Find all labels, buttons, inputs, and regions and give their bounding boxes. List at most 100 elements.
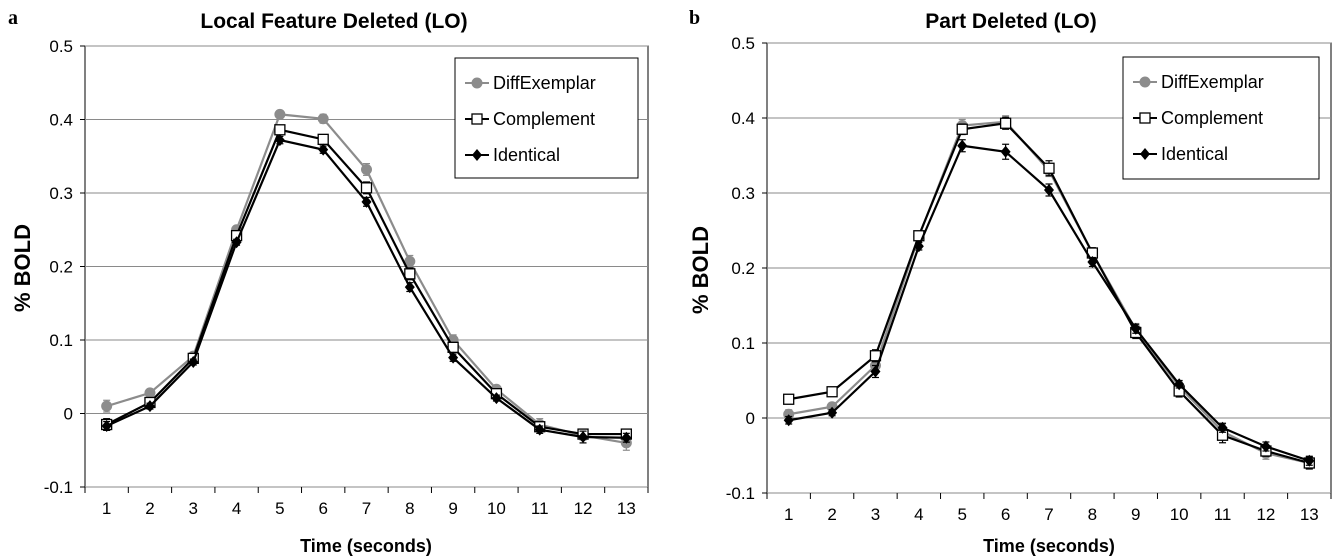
panel-a: a Local Feature Deleted (LO) % BOLD Time… (8, 7, 649, 556)
data-point (144, 387, 156, 399)
data-point (783, 414, 794, 427)
data-point (404, 281, 415, 294)
legend-label: Complement (1161, 108, 1263, 128)
data-point (274, 124, 286, 136)
x-tick-label: 4 (914, 505, 923, 524)
x-tick-label: 12 (574, 499, 593, 518)
data-point (957, 139, 968, 152)
data-point (827, 406, 838, 419)
y-tick-label: 0.1 (731, 334, 755, 353)
legend-marker (1139, 112, 1151, 124)
x-tick-label: 3 (871, 505, 880, 524)
data-point (1000, 145, 1011, 158)
data-point (826, 386, 838, 398)
data-point (578, 431, 589, 444)
x-tick-label: 8 (1088, 505, 1097, 524)
x-tick-label: 7 (362, 499, 371, 518)
legend-label: Identical (1161, 144, 1228, 164)
y-axis-label: % BOLD (688, 226, 713, 314)
data-point (913, 240, 924, 253)
legend-marker (471, 113, 483, 125)
data-point (274, 134, 285, 147)
legend-label: DiffExemplar (493, 73, 596, 93)
data-point (231, 236, 242, 249)
x-tick-label: 11 (531, 499, 549, 518)
y-tick-label: 0.4 (49, 111, 73, 130)
data-point (1217, 421, 1228, 434)
data-point (534, 423, 545, 436)
series-identical (783, 139, 1315, 467)
y-tick-label: 0.4 (731, 109, 755, 128)
y-tick-label: -0.1 (44, 478, 73, 497)
legend: DiffExemplar Complement Identical (454, 57, 639, 179)
legend-label: Complement (493, 109, 595, 129)
data-point (317, 113, 329, 125)
x-tick-label: 3 (189, 499, 198, 518)
data-point (274, 108, 286, 120)
data-point (404, 255, 416, 267)
chart-title: Part Deleted (LO) (925, 10, 1097, 33)
y-tick-label: 0 (746, 409, 755, 428)
legend-marker (471, 77, 483, 89)
data-point (1130, 322, 1141, 335)
data-point (783, 393, 795, 405)
panel-letter: a (8, 7, 18, 29)
x-tick-label: 9 (1131, 505, 1140, 524)
x-tick-label: 9 (448, 499, 457, 518)
y-axis-label: % BOLD (10, 224, 35, 312)
x-tick-label: 1 (784, 505, 793, 524)
x-tick-label: 2 (145, 499, 154, 518)
legend-item: Identical (1133, 144, 1228, 164)
x-tick-label: 10 (487, 499, 506, 518)
data-point (956, 123, 968, 135)
data-point (448, 351, 459, 364)
x-tick-label: 13 (1300, 505, 1319, 524)
x-tick-label: 10 (1170, 505, 1189, 524)
chart-title: Local Feature Deleted (LO) (200, 10, 467, 33)
panel-letter: b (689, 7, 700, 29)
data-point (491, 392, 502, 405)
x-tick-label: 5 (275, 499, 284, 518)
y-tick-label: 0.5 (49, 37, 73, 56)
panel-b: b Part Deleted (LO) % BOLD Time (seconds… (688, 7, 1332, 556)
y-tick-label: 0.2 (49, 258, 73, 277)
legend-item: Complement (1133, 108, 1263, 128)
data-point (621, 431, 632, 444)
data-point (361, 195, 372, 208)
y-tick-label: -0.1 (726, 484, 755, 503)
x-tick-label: 7 (1044, 505, 1053, 524)
x-axis-label: Time (seconds) (300, 536, 432, 556)
data-point (188, 356, 199, 369)
data-point (101, 400, 113, 412)
data-point (1304, 454, 1315, 467)
x-tick-label: 13 (617, 499, 636, 518)
y-tick-label: 0.1 (49, 331, 73, 350)
data-point (404, 268, 416, 280)
data-point (1174, 378, 1185, 391)
data-point (318, 143, 329, 156)
x-tick-label: 2 (827, 505, 836, 524)
x-tick-label: 11 (1214, 505, 1232, 524)
legend-label: DiffExemplar (1161, 72, 1264, 92)
legend-marker (472, 149, 482, 161)
x-tick-label: 6 (318, 499, 327, 518)
data-point (1260, 440, 1271, 453)
y-tick-label: 0.5 (731, 34, 755, 53)
data-point (999, 117, 1012, 129)
data-point (360, 182, 373, 194)
x-tick-label: 12 (1256, 505, 1275, 524)
data-point (1087, 256, 1098, 268)
x-tick-label: 8 (405, 499, 414, 518)
data-point (870, 365, 881, 378)
data-point (101, 419, 112, 432)
series-identical (101, 134, 632, 444)
legend-item: DiffExemplar (1133, 72, 1264, 92)
data-point (317, 133, 329, 145)
y-tick-label: 0 (64, 405, 73, 424)
x-tick-label: 1 (102, 499, 111, 518)
legend-item: Identical (465, 145, 560, 165)
data-point (361, 163, 372, 175)
data-point (1044, 184, 1054, 196)
x-tick-label: 6 (1001, 505, 1010, 524)
